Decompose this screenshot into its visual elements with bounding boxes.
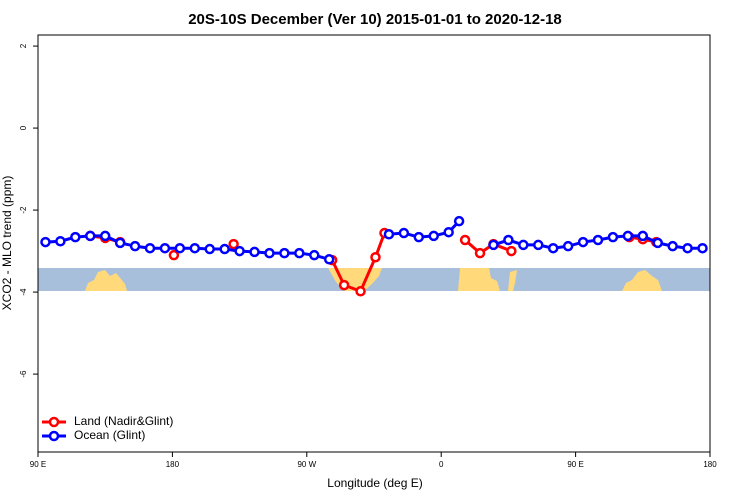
data-point: [99, 230, 111, 242]
data-point: [443, 226, 454, 238]
y-tick-label: 0: [19, 125, 28, 130]
data-point: [174, 242, 186, 254]
y-tick-label: -2: [19, 206, 28, 214]
y-tick-label: -6: [19, 370, 28, 378]
data-point: [189, 242, 201, 254]
data-point: [506, 245, 517, 257]
data-point: [40, 236, 51, 248]
data-point: [503, 234, 514, 246]
data-point: [355, 286, 366, 297]
x-tick-label: 90 W: [297, 460, 316, 469]
data-point: [398, 227, 410, 239]
x-axis-label: Longitude (deg E): [327, 476, 422, 490]
data-point: [159, 242, 171, 254]
data-point: [338, 279, 350, 291]
x-tick-label: 0: [439, 460, 444, 469]
y-tick-label: 2: [19, 43, 28, 48]
data-point: [114, 237, 126, 249]
data-point: [383, 229, 395, 240]
data-point: [518, 239, 529, 251]
data-point: [55, 235, 66, 247]
data-point: [453, 215, 465, 227]
legend-marker: [48, 430, 60, 442]
x-tick-label: 90 E: [567, 460, 583, 469]
data-point: [577, 236, 589, 248]
data-point: [234, 245, 245, 257]
land-patch: [508, 270, 517, 291]
data-point: [168, 249, 180, 261]
data-point: [697, 242, 708, 254]
data-point: [264, 247, 275, 259]
data-point: [70, 231, 81, 243]
data-point: [533, 239, 544, 251]
legend-marker: [48, 416, 60, 428]
data-point: [294, 247, 305, 259]
data-point: [228, 238, 239, 250]
data-point: [652, 237, 663, 249]
data-point: [607, 231, 619, 243]
y-tick-label: -4: [19, 288, 28, 296]
data-point: [474, 247, 486, 259]
data-point: [428, 230, 439, 242]
data-point: [562, 240, 574, 252]
legend-label: Land (Nadir&Glint): [74, 414, 173, 428]
series-line: [464, 238, 512, 256]
data-point: [219, 243, 230, 255]
data-point: [85, 230, 96, 242]
data-point: [370, 251, 381, 263]
data-point: [622, 230, 634, 242]
plot-frame: [37, 34, 711, 453]
data-point: [129, 240, 141, 252]
land-patch: [622, 270, 662, 291]
data-point: [637, 230, 649, 242]
data-point: [249, 246, 260, 258]
map-strip: [38, 268, 710, 291]
data-point: [547, 242, 559, 254]
data-point: [309, 249, 320, 261]
land-patch: [458, 268, 500, 291]
data-point: [667, 240, 678, 252]
data-point: [413, 231, 425, 243]
data-point: [323, 254, 335, 265]
data-point: [144, 242, 156, 254]
x-tick-label: 180: [166, 460, 180, 469]
legend-label: Ocean (Glint): [74, 428, 145, 442]
x-tick-label: 180: [703, 460, 717, 469]
y-axis-label: XCO2 - MLO trend (ppm): [0, 176, 14, 311]
data-point: [204, 243, 215, 255]
data-point: [488, 239, 499, 251]
chart-title: 20S-10S December (Ver 10) 2015-01-01 to …: [188, 11, 562, 28]
data-point: [682, 242, 693, 254]
data-point: [592, 234, 604, 246]
x-tick-label: 90 E: [30, 460, 46, 469]
data-point: [459, 234, 471, 246]
data-point: [279, 247, 290, 259]
land-patch: [85, 270, 127, 291]
